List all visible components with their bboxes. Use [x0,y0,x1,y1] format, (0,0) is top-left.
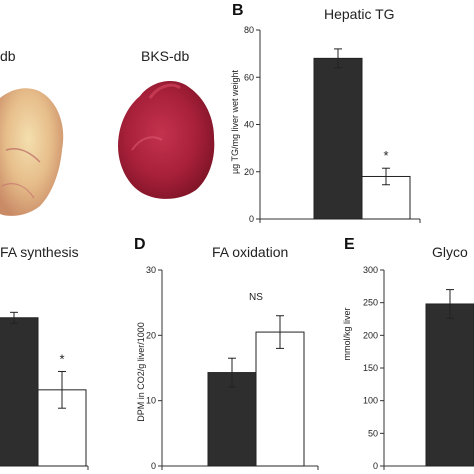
bar [255,331,305,467]
liver-bks-db-image [118,81,215,199]
ns-annotation: NS [249,292,263,303]
bar [207,372,257,467]
y-tick-label: 20 [146,330,156,340]
panel-letter-d: D [134,236,146,253]
y-tick-label: 0 [373,461,378,471]
y-tick-label: 80 [244,25,254,35]
panel-b-title: Hepatic TG [324,6,395,22]
chart-d-ylabel: DPM in CO2/g liver/1000 [136,322,146,422]
photo-label-db: db [0,48,16,64]
y-tick-label: 200 [363,330,378,340]
bar [313,57,363,220]
y-tick-label: 250 [363,298,378,308]
y-tick-label: 20 [244,167,254,177]
panel-d-title: FA oxidation [212,244,289,260]
chart-b-ylabel: µg TG/mg liver wet weight [230,69,240,174]
panel-e-title: Glyco [432,244,468,260]
photo-label-bks-db: BKS-db [141,48,190,64]
y-tick-label: 0 [249,214,254,224]
y-tick-label: 40 [244,120,254,130]
y-tick-label: 50 [368,428,378,438]
y-tick-label: 100 [363,396,378,406]
y-tick-label: 0 [151,461,156,471]
panel-letter-e: E [344,236,355,253]
y-tick-label: 60 [244,72,254,82]
chart-e-ylabel: mmol/kg liver [342,307,352,360]
y-tick-label: 10 [146,396,156,406]
y-tick-label: 300 [363,265,378,275]
panel-letter-b: B [232,2,244,19]
panel-c-title: FA synthesis [0,244,79,260]
y-tick-label: 30 [146,265,156,275]
bar [425,303,474,467]
significance-annotation: * [383,148,388,163]
y-tick-label: 150 [363,363,378,373]
significance-annotation: * [59,351,64,366]
